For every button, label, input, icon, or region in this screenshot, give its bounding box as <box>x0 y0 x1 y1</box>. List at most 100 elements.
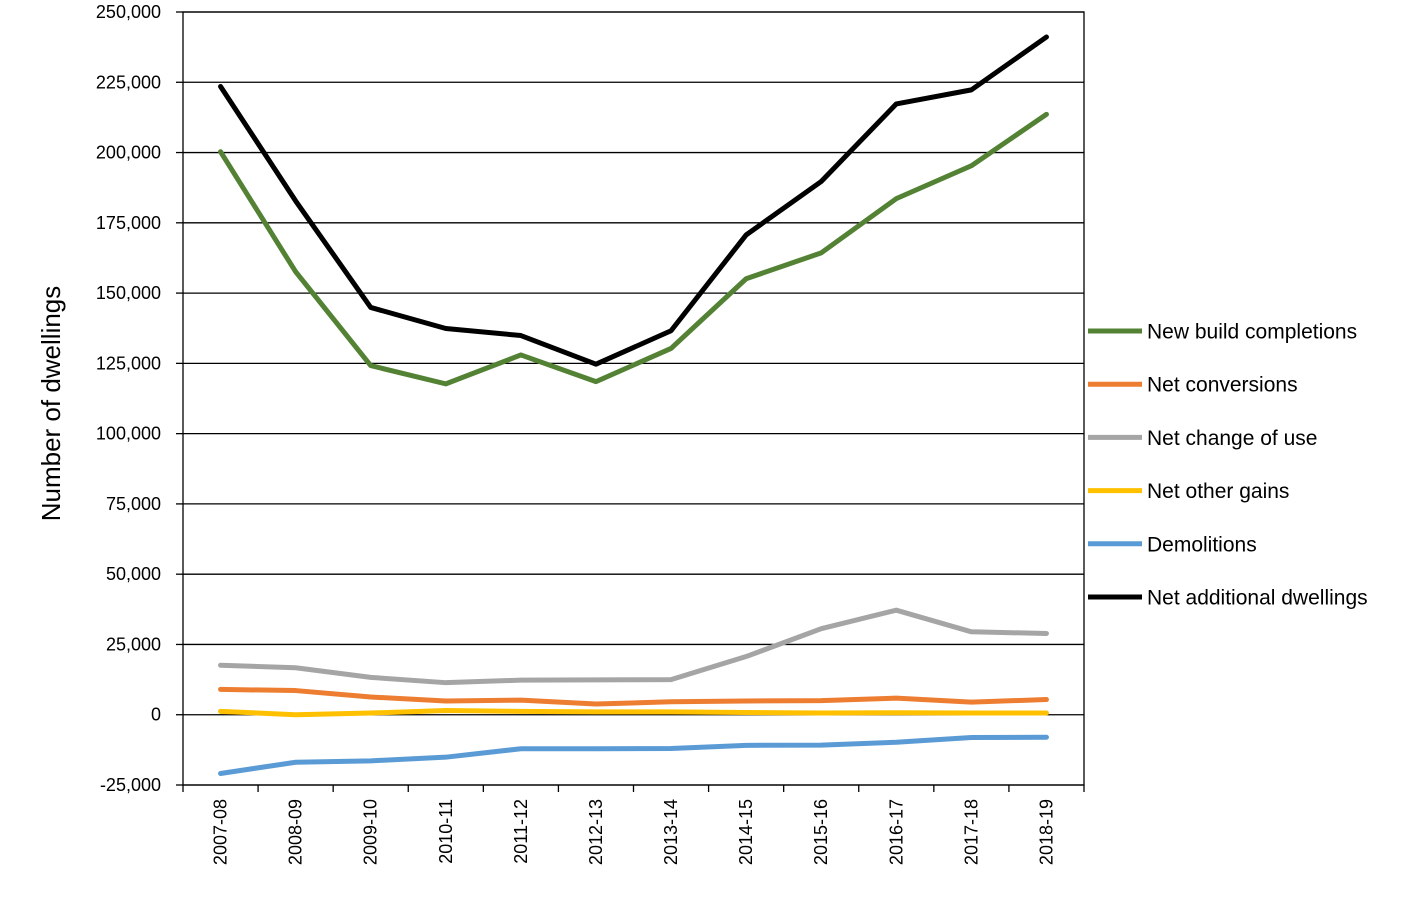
x-tick-label: 2013-14 <box>661 799 681 865</box>
series-net-other-gains <box>218 708 1049 718</box>
y-tick-label: 225,000 <box>96 72 161 92</box>
legend-label: Net other gains <box>1147 480 1289 503</box>
data-point <box>368 305 373 310</box>
legend-item: Net conversions <box>1088 374 1298 397</box>
y-tick-label: 200,000 <box>96 143 161 163</box>
x-tick-label: 2014-15 <box>736 799 756 865</box>
data-point <box>669 709 674 714</box>
x-tick-labels: 2007-08 2008-09 2009-10 2010-11 2011-12 2012-… <box>211 799 1057 865</box>
data-point <box>969 163 974 168</box>
data-point <box>443 708 448 713</box>
data-point <box>293 665 298 670</box>
data-point <box>293 760 298 765</box>
series-line <box>218 607 1049 686</box>
data-point <box>819 711 824 716</box>
data-point <box>368 675 373 680</box>
y-tick-label: 50,000 <box>106 564 161 584</box>
data-point <box>744 232 749 237</box>
y-tick-label: 0 <box>151 705 161 725</box>
y-tick-label: 100,000 <box>96 424 161 444</box>
legend-item: Net other gains <box>1088 480 1289 503</box>
legend-label: Net change of use <box>1147 427 1317 450</box>
data-point <box>969 735 974 740</box>
legend-label: Demolitions <box>1147 533 1257 556</box>
data-point <box>819 626 824 631</box>
data-point <box>819 179 824 184</box>
series-line <box>218 111 1049 387</box>
legend: New build completions Net conversions Net … <box>1088 321 1368 610</box>
data-point <box>593 677 598 682</box>
series-net-conversions <box>218 686 1049 707</box>
data-point <box>819 743 824 748</box>
data-point <box>443 381 448 386</box>
data-point <box>1044 697 1049 702</box>
data-point <box>368 363 373 368</box>
data-point <box>518 333 523 338</box>
series-lines <box>218 34 1049 776</box>
series-demolitions <box>218 734 1049 776</box>
data-point <box>518 352 523 357</box>
series-new-build-completions <box>218 111 1049 387</box>
data-point <box>969 711 974 716</box>
data-point <box>443 326 448 331</box>
data-point <box>368 695 373 700</box>
data-point <box>293 688 298 693</box>
data-point <box>443 698 448 703</box>
data-point <box>593 379 598 384</box>
data-point <box>894 101 899 106</box>
data-point <box>744 710 749 715</box>
data-point <box>518 678 523 683</box>
series-line <box>218 686 1049 707</box>
data-point <box>218 149 223 154</box>
data-point <box>744 743 749 748</box>
y-axis-title: Number of dwellings <box>36 286 66 522</box>
data-point <box>443 755 448 760</box>
series-net-additional-dwellings <box>218 34 1049 367</box>
data-point <box>1044 631 1049 636</box>
data-point <box>669 746 674 751</box>
data-point <box>1044 35 1049 40</box>
y-tick-label: 125,000 <box>96 353 161 373</box>
y-tick-labels: -25,000 0 25,000 50,000 75,000 100,000 125,000… <box>96 2 161 795</box>
data-point <box>293 198 298 203</box>
data-point <box>518 698 523 703</box>
data-point <box>894 196 899 201</box>
data-point <box>969 629 974 634</box>
data-point <box>669 677 674 682</box>
y-tick-label: 25,000 <box>106 634 161 654</box>
data-point <box>969 700 974 705</box>
legend-item: Demolitions <box>1088 533 1257 556</box>
data-point <box>368 758 373 763</box>
y-tick-label: 150,000 <box>96 283 161 303</box>
data-point <box>669 699 674 704</box>
data-point <box>894 710 899 715</box>
legend-item: Net additional dwellings <box>1088 587 1368 610</box>
data-point <box>443 680 448 685</box>
data-point <box>518 709 523 714</box>
legend-label: Net additional dwellings <box>1147 587 1368 610</box>
x-tick-label: 2012-13 <box>586 799 606 865</box>
data-point <box>894 696 899 701</box>
x-tick-label: 2015-16 <box>811 799 831 865</box>
data-point <box>218 709 223 714</box>
data-point <box>293 269 298 274</box>
data-point <box>744 698 749 703</box>
x-tick-label: 2009-10 <box>361 799 381 865</box>
data-point <box>218 687 223 692</box>
data-point <box>744 654 749 659</box>
data-point <box>368 711 373 716</box>
data-point <box>969 87 974 92</box>
data-point <box>669 346 674 351</box>
data-point <box>894 608 899 613</box>
x-tick-label: 2017-18 <box>961 799 981 865</box>
y-tick-label: 250,000 <box>96 2 161 22</box>
data-point <box>218 84 223 89</box>
data-point <box>593 709 598 714</box>
plot-frame <box>182 11 1085 786</box>
series-net-change-of-use <box>218 607 1049 686</box>
legend-item: New build completions <box>1088 321 1357 344</box>
data-point <box>744 276 749 281</box>
series-line <box>218 708 1049 718</box>
x-tick-label: 2007-08 <box>211 799 231 865</box>
